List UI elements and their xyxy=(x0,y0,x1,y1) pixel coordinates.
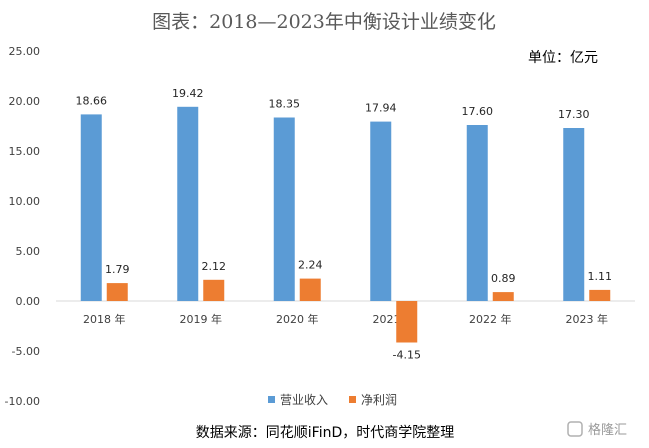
data-label: 17.94 xyxy=(365,102,397,115)
bar xyxy=(177,106,199,301)
bar xyxy=(203,279,225,301)
y-tick-label: -10.00 xyxy=(5,395,40,408)
data-label: 1.11 xyxy=(588,270,613,283)
bar xyxy=(589,289,611,301)
chart-title: 图表：2018—2023年中衡设计业绩变化 xyxy=(152,11,496,33)
data-label: -4.15 xyxy=(393,349,421,362)
y-tick-label: 5.00 xyxy=(16,245,41,258)
y-tick-label: 10.00 xyxy=(9,195,41,208)
watermark: 格隆汇 xyxy=(567,421,627,438)
x-tick-label: 2018 年 xyxy=(83,312,126,326)
y-tick-label: 0.00 xyxy=(16,295,41,308)
bar xyxy=(299,278,321,301)
x-tick-label: 2020 年 xyxy=(276,312,319,326)
bar xyxy=(396,301,418,343)
legend-label: 营业收入 xyxy=(280,393,328,407)
data-label: 2.12 xyxy=(202,260,227,273)
legend: 营业收入 净利润 xyxy=(268,393,397,407)
data-label: 19.42 xyxy=(172,87,204,100)
data-label: 17.30 xyxy=(558,108,590,121)
watermark-text: 格隆汇 xyxy=(588,422,627,438)
data-labels: 18.66 1.79 19.42 2.12 18.35 2.24 17.94 -4.15 17.… xyxy=(76,87,613,362)
data-label: 0.89 xyxy=(491,272,516,285)
y-tick-label: -5.00 xyxy=(12,345,40,358)
y-axis: 25.00 20.00 15.00 10.00 5.00 0.00 -5.00 -10.00 xyxy=(5,45,40,408)
x-tick-label: 2022 年 xyxy=(469,312,512,326)
x-tick-label: 2019 年 xyxy=(180,312,223,326)
bar xyxy=(370,121,392,301)
x-tick-label: 2023 年 xyxy=(566,312,609,326)
bars xyxy=(80,106,611,343)
data-label: 17.60 xyxy=(462,105,494,118)
bar xyxy=(273,117,295,301)
bar xyxy=(80,114,102,302)
source-note: 数据来源：同花顺iFinD，时代商学院整理 xyxy=(196,425,454,441)
y-tick-label: 20.00 xyxy=(9,95,41,108)
gelonghui-logo-icon xyxy=(567,421,583,437)
bar xyxy=(466,125,488,301)
bar xyxy=(492,292,514,301)
legend-label: 净利润 xyxy=(361,393,397,407)
unit-note: 单位：亿元 xyxy=(528,50,598,66)
y-tick-label: 15.00 xyxy=(9,145,41,158)
data-label: 18.35 xyxy=(269,98,301,111)
bar xyxy=(106,283,128,301)
legend-swatch xyxy=(268,396,275,403)
data-label: 2.24 xyxy=(298,259,323,272)
bar xyxy=(563,128,585,301)
data-label: 1.79 xyxy=(105,263,130,276)
legend-swatch xyxy=(349,396,356,403)
y-tick-label: 25.00 xyxy=(9,45,41,58)
data-label: 18.66 xyxy=(76,94,108,107)
x-axis: 2018 年 2019 年 2020 年 2021 年 2022 年 2023 年 xyxy=(56,300,635,326)
